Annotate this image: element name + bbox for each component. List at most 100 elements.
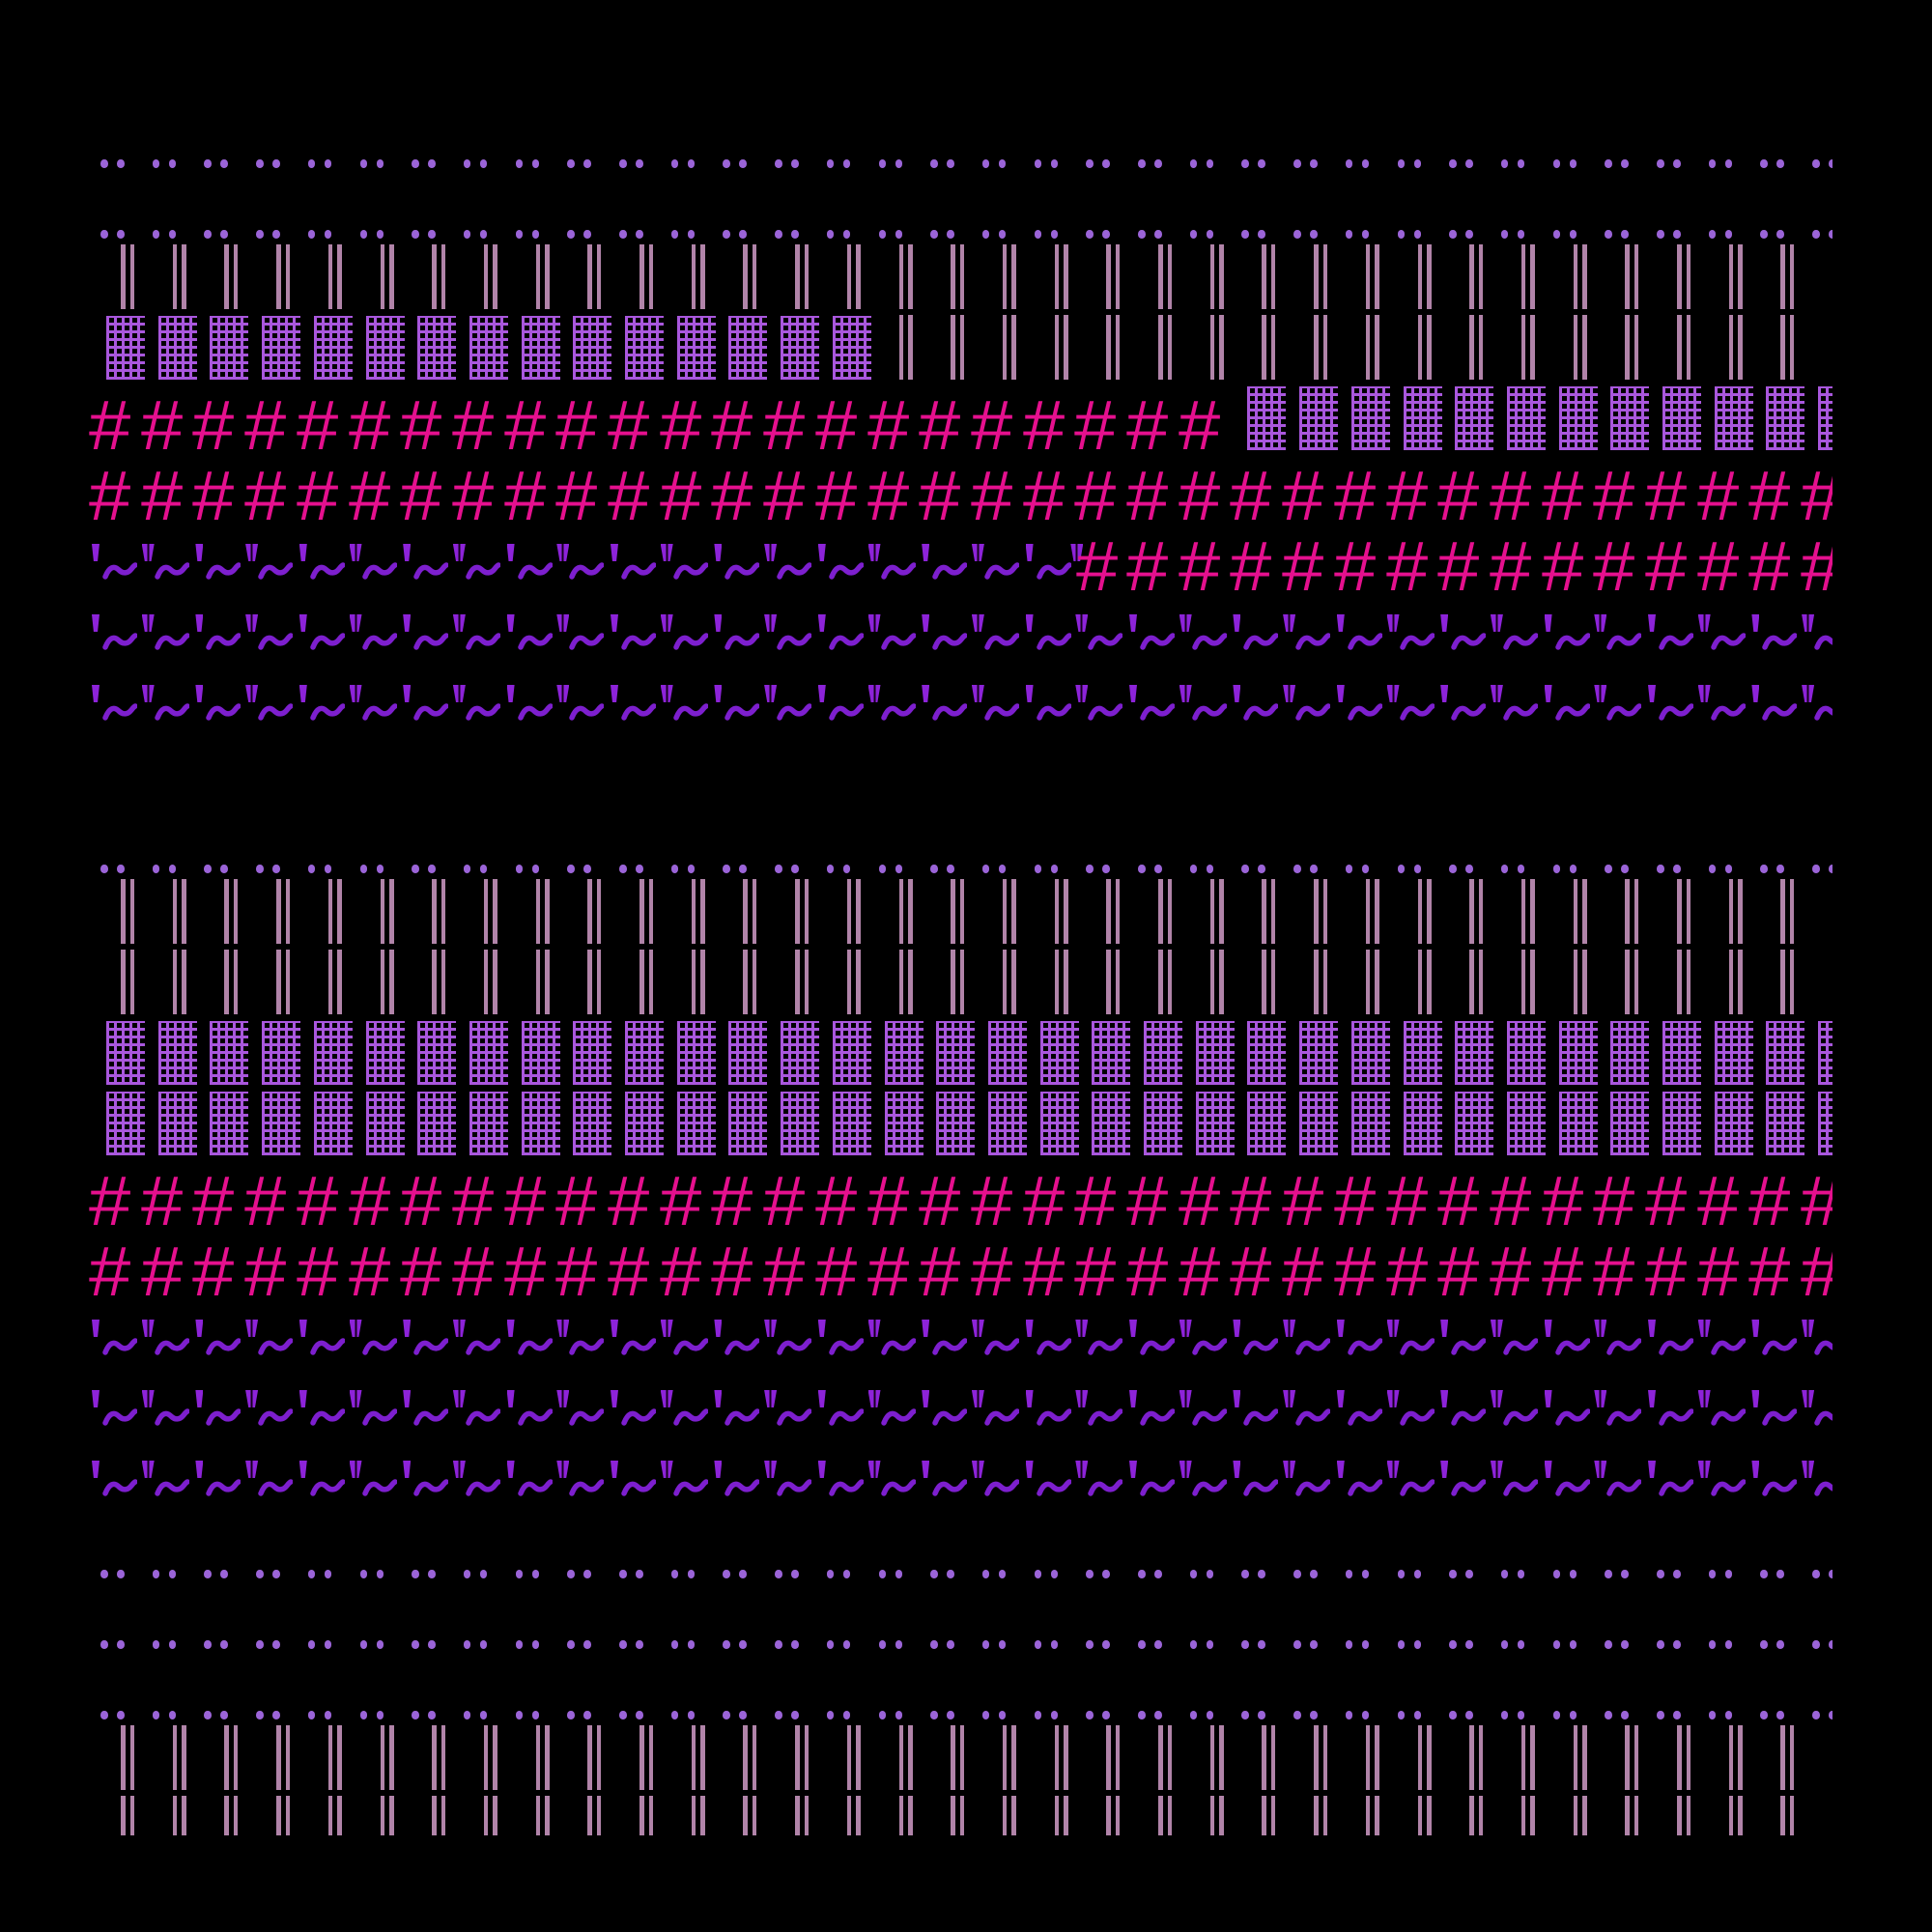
dots-glyph xyxy=(1760,1640,1768,1649)
shade-block-glyph xyxy=(1195,1092,1235,1155)
double-bar-glyph xyxy=(224,879,229,944)
double-bar-glyph xyxy=(700,244,705,309)
cell xyxy=(85,315,145,385)
cell xyxy=(448,1091,508,1161)
dots-glyph xyxy=(1812,1570,1820,1578)
shade-block-glyph xyxy=(1714,1021,1753,1085)
cell xyxy=(1745,315,1797,385)
double-bar-glyph xyxy=(1054,950,1060,1014)
cell xyxy=(293,315,353,385)
tilde-glyph xyxy=(258,1407,293,1429)
cell xyxy=(1278,315,1330,385)
dots-glyph xyxy=(1361,1711,1370,1719)
cell: # xyxy=(1486,456,1538,531)
cell xyxy=(188,1020,249,1091)
cell xyxy=(811,1584,864,1655)
exclaim-glyph xyxy=(660,544,673,561)
glyph-row xyxy=(85,1020,1833,1091)
cell: # xyxy=(707,1232,759,1307)
dots-glyph xyxy=(1241,1570,1249,1578)
exclaim-glyph xyxy=(245,1461,259,1478)
double-bar-glyph xyxy=(1322,244,1328,309)
double-bar-glyph xyxy=(1625,315,1630,380)
dots-glyph xyxy=(256,1640,264,1649)
tilde-glyph xyxy=(518,1337,553,1358)
exclaim-glyph xyxy=(452,614,466,632)
cell xyxy=(1641,1584,1693,1655)
dots-glyph xyxy=(117,159,125,168)
double-bar-glyph xyxy=(380,950,385,1014)
double-bar-glyph xyxy=(959,244,965,309)
cell xyxy=(1278,950,1330,1020)
dots-glyph xyxy=(1605,1711,1612,1719)
cell xyxy=(1434,174,1486,244)
dots-glyph xyxy=(152,1570,160,1578)
cell xyxy=(1538,315,1590,385)
exclaim-glyph xyxy=(1594,1320,1607,1337)
shade-block-glyph xyxy=(1766,386,1805,450)
dots-glyph xyxy=(670,159,679,168)
dots-glyph xyxy=(739,1711,747,1719)
cell xyxy=(864,597,916,668)
shade-block-glyph xyxy=(573,1092,612,1155)
cell xyxy=(1693,1091,1753,1161)
dots-glyph xyxy=(1552,230,1561,239)
tilde-glyph xyxy=(724,632,759,653)
cell xyxy=(396,950,448,1020)
exclaim-glyph xyxy=(556,685,570,702)
hash-glyph: # xyxy=(1593,458,1635,535)
cell xyxy=(1641,1373,1693,1443)
dots-glyph xyxy=(981,159,990,168)
dots-glyph xyxy=(1310,1640,1318,1649)
cell xyxy=(1486,385,1546,456)
cell xyxy=(1226,103,1278,174)
dots-glyph xyxy=(1776,1640,1784,1649)
cell xyxy=(1641,879,1693,950)
double-bar-glyph xyxy=(129,950,135,1014)
cell xyxy=(1538,950,1590,1020)
cell: # xyxy=(1434,456,1486,531)
shade-block-glyph xyxy=(262,316,301,380)
cell xyxy=(188,668,241,738)
dots-glyph xyxy=(947,230,954,239)
double-bar-glyph xyxy=(1677,879,1682,944)
cell xyxy=(1745,668,1797,738)
cell xyxy=(707,244,759,315)
cell xyxy=(864,1725,916,1796)
cell xyxy=(759,244,811,315)
tilde-glyph xyxy=(829,561,864,582)
cell xyxy=(1486,879,1538,950)
exclaim-glyph xyxy=(452,1461,466,1478)
cell xyxy=(1175,950,1227,1020)
hash-glyph: # xyxy=(659,387,701,465)
tilde-glyph xyxy=(881,1478,916,1499)
dots-glyph xyxy=(256,1711,264,1719)
double-bar-glyph xyxy=(1417,879,1423,944)
cell: # xyxy=(137,456,189,531)
cell xyxy=(1745,809,1797,879)
double-bar-glyph xyxy=(493,1725,497,1790)
exclaim-glyph xyxy=(1129,614,1137,632)
dots-glyph xyxy=(567,1711,575,1719)
hash-glyph: # xyxy=(1801,1237,1833,1307)
double-bar-glyph xyxy=(1209,1725,1215,1790)
dots-glyph xyxy=(981,865,990,873)
dots-glyph xyxy=(687,159,696,168)
dots-glyph xyxy=(1345,159,1353,168)
double-bar-glyph xyxy=(1262,950,1266,1014)
tilde-glyph xyxy=(1243,1337,1278,1358)
cell xyxy=(967,526,1019,597)
exclaim-glyph xyxy=(1336,685,1345,702)
hash-glyph: # xyxy=(451,1234,495,1311)
exclaim-glyph xyxy=(1179,614,1192,632)
cell xyxy=(396,244,448,315)
cell xyxy=(967,809,1019,879)
double-bar-glyph xyxy=(1469,950,1474,1014)
cell xyxy=(1226,1302,1278,1373)
dots-glyph xyxy=(895,1640,902,1649)
double-bar-glyph xyxy=(1427,315,1432,380)
double-bar-glyph xyxy=(493,244,497,309)
cell xyxy=(1797,809,1833,879)
cell xyxy=(1434,103,1486,174)
shade-block-glyph xyxy=(884,1021,923,1085)
